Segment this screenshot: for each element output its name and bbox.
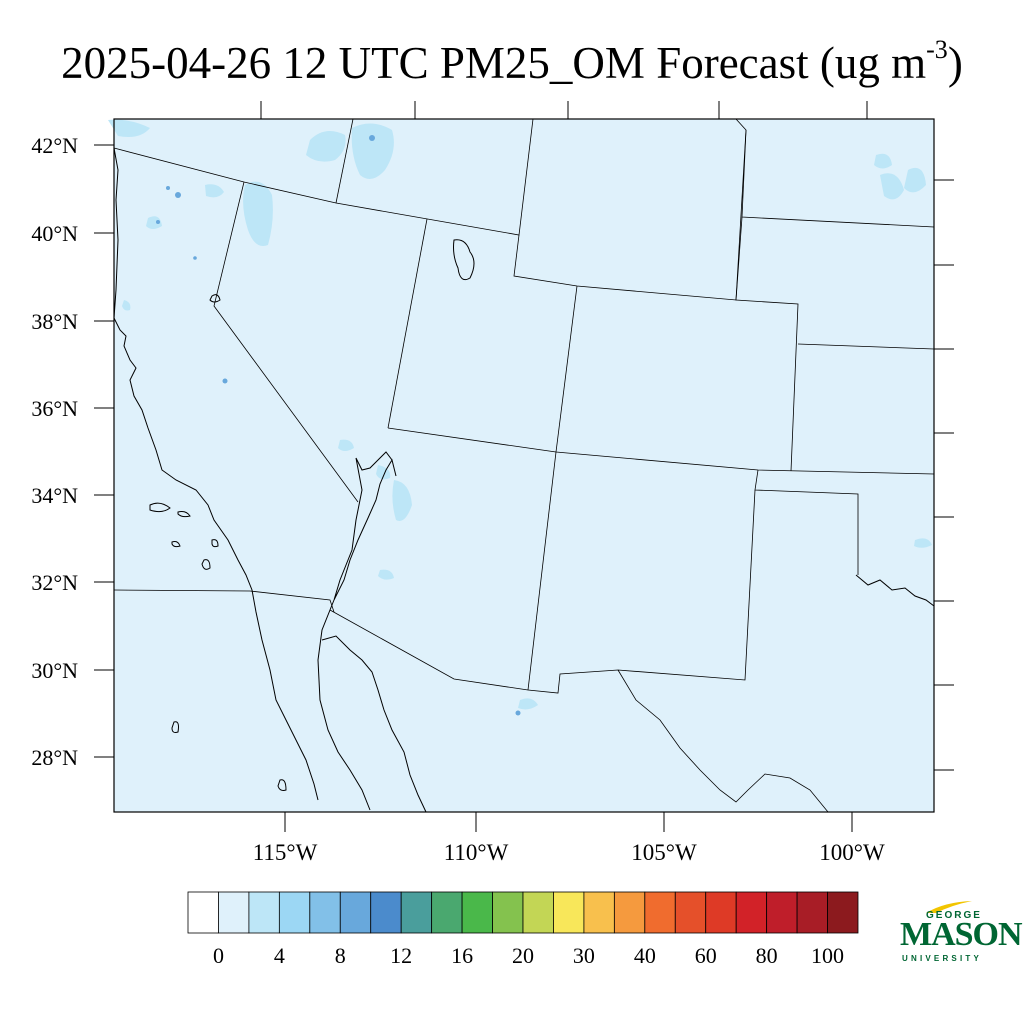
colorbar-swatch (583, 891, 615, 934)
islands-and-lakes (149, 239, 475, 791)
lon-label: 105°W (631, 840, 697, 865)
lat-label: 42°N (31, 133, 78, 158)
colorbar-swatch (796, 891, 828, 934)
colorbar-labels: 0 4 8 12 16 20 30 40 60 80 100 (213, 943, 844, 968)
lon-label: 115°W (253, 840, 318, 865)
map-title: 2025-04-26 12 UTC PM25_OM Forecast (ug m… (61, 35, 963, 88)
colorbar-swatch (766, 891, 798, 934)
colorbar-swatch (461, 891, 493, 934)
gulf-coast-texas (855, 574, 935, 607)
political-borders (113, 118, 935, 813)
left-ticks (94, 144, 114, 758)
colorbar-swatch (400, 891, 433, 934)
bottom-ticks (284, 812, 853, 832)
colorbar-label: 8 (335, 943, 346, 968)
lon-label: 100°W (819, 840, 885, 865)
lat-label: 38°N (31, 309, 78, 334)
title-exponent: -3 (926, 35, 948, 64)
longitude-labels: 115°W 110°W 105°W 100°W (253, 840, 885, 865)
colorbar-swatch (644, 891, 676, 934)
colorbar-swatch (278, 891, 311, 934)
colorbar-swatch (705, 891, 737, 934)
colorbar-swatch (187, 891, 219, 934)
colorbar-swatch (309, 891, 341, 934)
lat-label: 36°N (31, 396, 78, 421)
gmu-logo: GEORGE MASON UNIVERSITY (896, 898, 1023, 970)
concentration-patches (108, 119, 932, 710)
lon-label: 110°W (444, 840, 509, 865)
top-ticks (260, 101, 868, 119)
colorbar-swatch (827, 891, 859, 934)
colorbar-swatch (248, 891, 280, 934)
logo-swoosh-icon (926, 901, 972, 913)
concentration-spots (156, 135, 521, 716)
colorbar-swatch (613, 891, 646, 934)
mainland-gulf-coast (321, 635, 427, 813)
colorbar-swatch (492, 891, 524, 934)
colorbar-swatch (735, 891, 768, 934)
logo-line2: MASON (900, 916, 1023, 953)
colorbar-label: 100 (811, 943, 844, 968)
map-frame (113, 118, 935, 813)
colorbar-swatch (553, 891, 585, 934)
colorbar-label: 30 (573, 943, 595, 968)
lat-label: 40°N (31, 221, 78, 246)
colorbar-label: 12 (390, 943, 412, 968)
colorbar-label: 60 (695, 943, 717, 968)
colorbar-label: 4 (274, 943, 285, 968)
colorbar-swatch (218, 891, 250, 934)
right-ticks (934, 179, 954, 771)
logo-line1: GEORGE (926, 910, 982, 921)
pacific-coastline (113, 147, 319, 801)
colorbar-label: 20 (512, 943, 534, 968)
colorbar-swatch (339, 891, 372, 934)
colorbar-swatch (431, 891, 463, 934)
lat-label: 34°N (31, 483, 78, 508)
colorbar-swatch (674, 891, 707, 934)
baja-gulf-coast (317, 451, 397, 811)
colorbar-swatch (370, 891, 402, 934)
colorbar-label: 16 (451, 943, 473, 968)
lat-label: 30°N (31, 658, 78, 683)
colorbar-label: 80 (756, 943, 778, 968)
lat-label: 32°N (31, 570, 78, 595)
colorbar (187, 891, 859, 934)
colorbar-label: 0 (213, 943, 224, 968)
latitude-labels: 42°N 40°N 38°N 36°N 34°N 32°N 30°N 28°N (31, 133, 78, 770)
colorbar-swatch (522, 891, 554, 934)
logo-line3: UNIVERSITY (902, 954, 983, 963)
lat-label: 28°N (31, 745, 78, 770)
colorbar-label: 40 (634, 943, 656, 968)
